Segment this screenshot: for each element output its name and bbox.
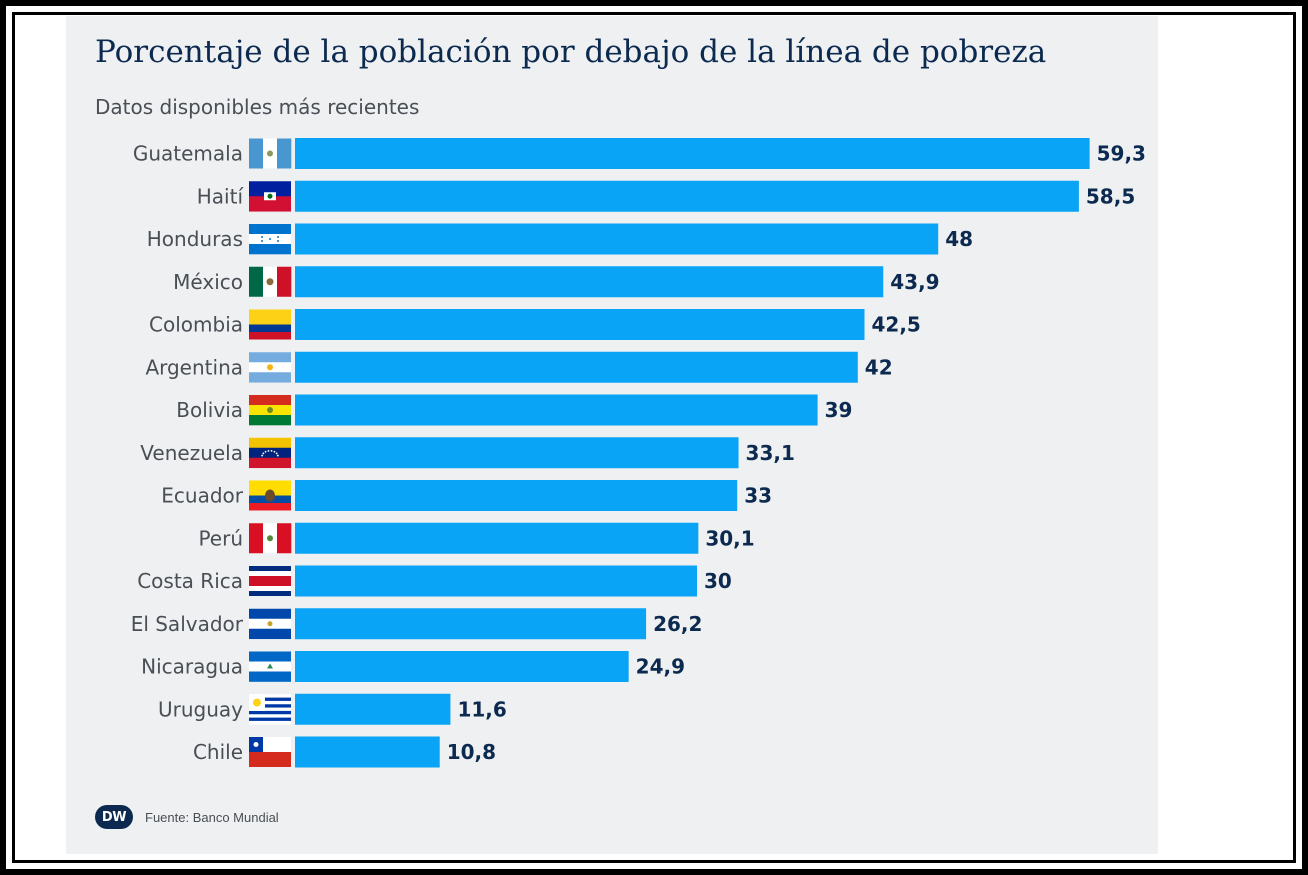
chart-title: Porcentaje de la población por debajo de… — [95, 34, 1047, 70]
uruguay-flag-icon — [249, 694, 291, 725]
category-label: Honduras — [147, 227, 243, 251]
value-label: 30 — [704, 569, 732, 593]
haiti-flag-icon — [249, 181, 291, 212]
chart-subtitle: Datos disponibles más recientes — [95, 95, 420, 119]
bar — [295, 480, 738, 511]
honduras-flag-icon — [249, 224, 291, 255]
category-label: Ecuador — [161, 484, 243, 508]
bar — [295, 565, 697, 597]
peru-flag-icon — [249, 523, 292, 554]
category-label: Venezuela — [140, 441, 243, 465]
bar — [295, 180, 1079, 212]
value-label: 58,5 — [1086, 184, 1135, 208]
costa-rica-flag-icon — [249, 566, 291, 596]
category-label: Colombia — [149, 313, 243, 337]
category-label: Nicaragua — [141, 655, 243, 679]
category-label: Haití — [197, 184, 245, 208]
value-label: 26,2 — [653, 612, 702, 636]
category-label: El Salvador — [131, 612, 244, 636]
category-label: Perú — [198, 526, 243, 550]
value-label: 42 — [865, 355, 893, 379]
bar — [295, 522, 699, 554]
category-label: Uruguay — [158, 697, 243, 721]
source-text: Fuente: Banco Mundial — [145, 809, 279, 825]
bar — [295, 309, 865, 340]
bar — [295, 608, 647, 640]
value-label: 48 — [945, 227, 973, 251]
bar — [295, 693, 451, 725]
mexico-flag-icon — [249, 266, 292, 297]
bolivia-flag-icon — [249, 395, 291, 426]
nicaragua-flag-icon — [249, 651, 291, 682]
value-label: 39 — [825, 398, 853, 422]
bar — [295, 266, 884, 298]
value-label: 11,6 — [457, 697, 506, 721]
bar — [295, 394, 818, 426]
value-label: 42,5 — [872, 313, 921, 337]
value-label: 30,1 — [705, 526, 754, 550]
category-label: Guatemala — [133, 142, 243, 166]
venezuela-flag-icon — [249, 437, 291, 469]
category-label: Chile — [193, 740, 243, 764]
category-label: Argentina — [145, 355, 243, 379]
bar — [295, 351, 858, 383]
category-label: Costa Rica — [137, 569, 243, 593]
value-label: 43,9 — [890, 270, 939, 294]
value-label: 33,1 — [746, 441, 795, 465]
category-label: México — [173, 270, 243, 294]
bar — [295, 437, 739, 469]
category-label: Bolivia — [176, 398, 243, 422]
value-label: 24,9 — [636, 655, 685, 679]
ecuador-flag-icon — [249, 480, 291, 511]
guatemala-flag-icon — [249, 138, 292, 169]
el-salvador-flag-icon — [249, 608, 291, 640]
argentina-flag-icon — [249, 352, 291, 383]
chile-flag-icon — [249, 737, 291, 767]
value-label: 33 — [744, 484, 772, 508]
footer: DW Fuente: Banco Mundial — [95, 803, 279, 831]
bar — [295, 138, 1090, 169]
colombia-flag-icon — [249, 309, 291, 340]
value-label: 10,8 — [447, 740, 496, 764]
value-label: 59,3 — [1097, 142, 1146, 166]
bar — [295, 223, 939, 255]
bar — [295, 736, 440, 768]
bar — [295, 651, 629, 682]
dw-logo-icon: DW — [95, 805, 133, 829]
